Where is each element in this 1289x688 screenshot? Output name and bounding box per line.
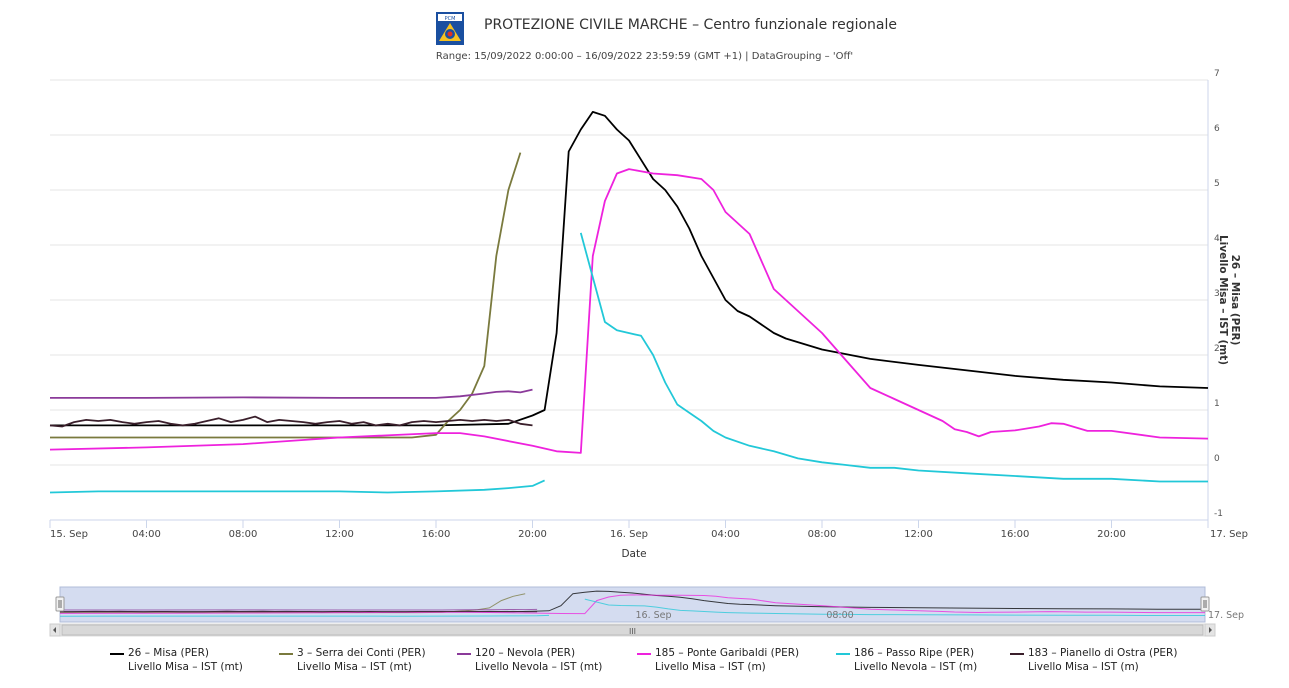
y-tick-label: 1 [1214, 399, 1220, 409]
y-axis-title: 26 – Misa (PER)Livello Misa – IST (mt) [1217, 235, 1241, 365]
navigator-series [60, 610, 538, 613]
navigator[interactable]: 16. Sep 08:00 17. Sep III [49, 586, 1244, 637]
scrollbar-grip: III [629, 627, 636, 636]
x-tick-label: 12:00 [904, 529, 933, 540]
x-tick-label: 08:00 [229, 529, 258, 540]
svg-text:PCM: PCM [445, 16, 456, 22]
navigator-label: 16. Sep [636, 610, 672, 621]
series-line[interactable] [49, 479, 545, 494]
x-tick-label: 16:00 [1001, 529, 1030, 540]
x-tick-label: 16. Sep [610, 529, 648, 540]
y-tick-label: 7 [1214, 69, 1220, 79]
series-line[interactable] [579, 232, 1208, 483]
navigator-series [59, 614, 550, 617]
legend-series-name: 26 – Misa (PER) [128, 647, 209, 659]
x-axis-title: Date [621, 548, 646, 560]
scrollbar-thumb[interactable] [61, 624, 1204, 636]
x-tick-label: 15. Sep [50, 529, 88, 540]
x-tick-label: 12:00 [325, 529, 354, 540]
legend-series-unit: Livello Misa – IST (m) [655, 661, 766, 673]
legend: 26 – Misa (PER) Livello Misa – IST (mt) 3 … [0, 646, 1289, 682]
x-tick-label: 20:00 [518, 529, 547, 540]
series-line[interactable] [49, 415, 533, 428]
navigator-label: 17. Sep [1208, 610, 1244, 621]
x-tick-label: 16:00 [422, 529, 451, 540]
legend-color-swatch [279, 653, 293, 655]
navigator-series [59, 594, 1205, 615]
legend-series-name: 120 – Nevola (PER) [475, 647, 576, 659]
legend-color-swatch [637, 653, 651, 655]
navigator-series [584, 598, 1205, 616]
navigator-series [60, 608, 538, 611]
legend-series-name: 185 – Ponte Garibaldi (PER) [655, 647, 800, 659]
legend-series-unit: Livello Misa – IST (mt) [128, 661, 243, 673]
y-axis: -1 0 1 2 3 4 5 6 7 [1207, 69, 1223, 520]
x-tick-label: 04:00 [711, 529, 740, 540]
series-line[interactable] [50, 111, 1209, 427]
y-tick-label: 4 [1214, 234, 1220, 244]
arrow-right-icon [1209, 627, 1212, 633]
y-tick-label: 6 [1214, 124, 1220, 134]
chart-header: PCM PROTEZIONE CIVILE MARCHE – Centro fu… [0, 0, 1289, 70]
y-axis-title-line: 26 – Misa (PER) [1229, 255, 1241, 346]
chart-title: PROTEZIONE CIVILE MARCHE – Centro funzio… [484, 17, 897, 33]
plot-area [49, 111, 1209, 494]
navigator-handle[interactable] [55, 596, 65, 612]
navigator-label: 08:00 [826, 610, 853, 621]
legend-series-name: 183 – Pianello di Ostra (PER) [1028, 647, 1178, 659]
legend-color-swatch [110, 653, 124, 655]
legend-color-swatch [1010, 653, 1024, 655]
line-chart: 15. Sep 04:00 08:00 12:00 16:00 20:00 16. Sep 0… [49, 69, 1248, 637]
y-tick-label: 0 [1214, 454, 1220, 464]
y-axis-title-line: Livello Misa – IST (mt) [1217, 235, 1229, 365]
series-line[interactable] [50, 388, 533, 399]
legend-color-swatch [457, 653, 471, 655]
x-tick-label: 04:00 [132, 529, 161, 540]
legend-series-unit: Livello Nevola – IST (m) [854, 661, 978, 673]
legend-series-unit: Livello Nevola – IST (mt) [475, 661, 603, 673]
y-tick-label: 3 [1214, 289, 1220, 299]
x-tick-label: 08:00 [808, 529, 837, 540]
legend-series-name: 3 – Serra dei Conti (PER) [297, 647, 426, 659]
navigator-handle[interactable] [1200, 596, 1210, 612]
navigator-mask [59, 586, 1206, 623]
x-tick-label: 20:00 [1097, 529, 1126, 540]
arrow-left-icon [53, 627, 56, 633]
legend-series-unit: Livello Misa – IST (m) [1028, 661, 1139, 673]
y-tick-label: 2 [1214, 344, 1220, 354]
legend-series-unit: Livello Misa – IST (mt) [297, 661, 412, 673]
series-line[interactable] [50, 152, 522, 439]
legend-series-name: 186 – Passo Ripe (PER) [854, 647, 975, 659]
grid-lines [50, 79, 1208, 521]
y-tick-label: 5 [1214, 179, 1220, 189]
y-tick-label: -1 [1214, 509, 1223, 519]
chart-subtitle: Range: 15/09/2022 0:00:00 – 16/09/2022 2… [435, 51, 854, 62]
x-axis: 15. Sep 04:00 08:00 12:00 16:00 20:00 16. Sep 0… [49, 519, 1248, 540]
legend-color-swatch [836, 653, 850, 655]
x-tick-label: 17. Sep [1210, 529, 1248, 540]
series-line[interactable] [49, 168, 1209, 454]
protezione-civile-logo: PCM [436, 12, 464, 45]
